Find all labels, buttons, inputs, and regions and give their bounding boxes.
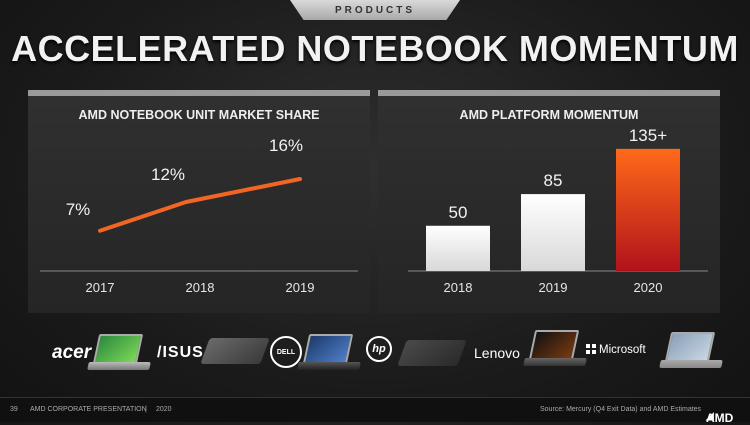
data-label-2017: 7% [66, 200, 91, 219]
page-title: ACCELERATED NOTEBOOK MOMENTUM [11, 28, 739, 69]
presentation-name: AMD CORPORATE PRESENTATION [30, 406, 147, 413]
microsoft-squares-icon [586, 344, 596, 354]
x-tick-label-2019: 2019 [286, 280, 315, 295]
data-label-2018: 12% [151, 165, 185, 184]
platform-momentum-panel: AMD PLATFORM MOMENTUM 50 2018 85 2019 135+ 20… [378, 90, 720, 313]
dell-laptop-image [297, 334, 361, 370]
x-tick-label-2017: 2017 [86, 280, 115, 295]
dell-logo: DELL [270, 336, 302, 368]
acer-laptop-image [87, 334, 151, 370]
amd-arrow-icon: ◢ [706, 411, 714, 422]
microsoft-laptop-image [659, 332, 723, 368]
data-label-2019: 85 [544, 171, 563, 190]
acer-logo: acer [52, 342, 92, 363]
hp-logo: hp [366, 336, 392, 362]
dell-logo-text: DELL [276, 348, 296, 356]
hp-logo-text: hp [372, 343, 386, 355]
x-tick-label-2019: 2019 [539, 280, 568, 295]
lenovo-logo: Lenovo [474, 345, 520, 361]
x-tick-label-2018: 2018 [186, 280, 215, 295]
x-tick-label-2018: 2018 [444, 280, 473, 295]
footer-separator: | [145, 406, 147, 413]
asus-laptop-image [200, 332, 270, 368]
footer: 39 AMD CORPORATE PRESENTATION | 2020 Sou… [0, 397, 750, 425]
hp-laptop-image [397, 334, 467, 370]
market-share-panel: AMD NOTEBOOK UNIT MARKET SHARE 7% 2017 12%… [28, 90, 370, 313]
bar-2019 [521, 194, 585, 271]
source-note: Source: Mercury (Q4 Exit Data) and AMD E… [540, 406, 702, 413]
platform-momentum-title: AMD PLATFORM MOMENTUM [459, 108, 639, 122]
footer-year: 2020 [156, 406, 172, 413]
data-label-2019: 16% [269, 136, 303, 155]
data-label-2020: 135+ [629, 126, 667, 145]
bar-2020 [616, 148, 680, 271]
market-share-line [98, 177, 302, 233]
market-share-line-chart: 7% 2017 12% 2018 16% 2019 [40, 136, 358, 295]
asus-logo: /ISUS [157, 344, 204, 361]
page-number: 39 [10, 406, 18, 413]
market-share-title: AMD NOTEBOOK UNIT MARKET SHARE [78, 108, 320, 122]
x-tick-label-2020: 2020 [634, 280, 663, 295]
lenovo-laptop-image [523, 330, 587, 366]
bar-2018 [426, 225, 490, 271]
microsoft-logo: Microsoft [586, 344, 646, 356]
partner-logo-row: acer /ISUS DELL hp Lenovo Microsoft [0, 322, 750, 390]
platform-momentum-bar-chart: 50 2018 85 2019 135+ 2020 [408, 126, 708, 295]
section-label: PRODUCTS [334, 4, 416, 16]
microsoft-logo-text: Microsoft [599, 344, 646, 356]
section-tab: PRODUCTS [290, 0, 460, 20]
data-label-2018: 50 [449, 203, 468, 222]
